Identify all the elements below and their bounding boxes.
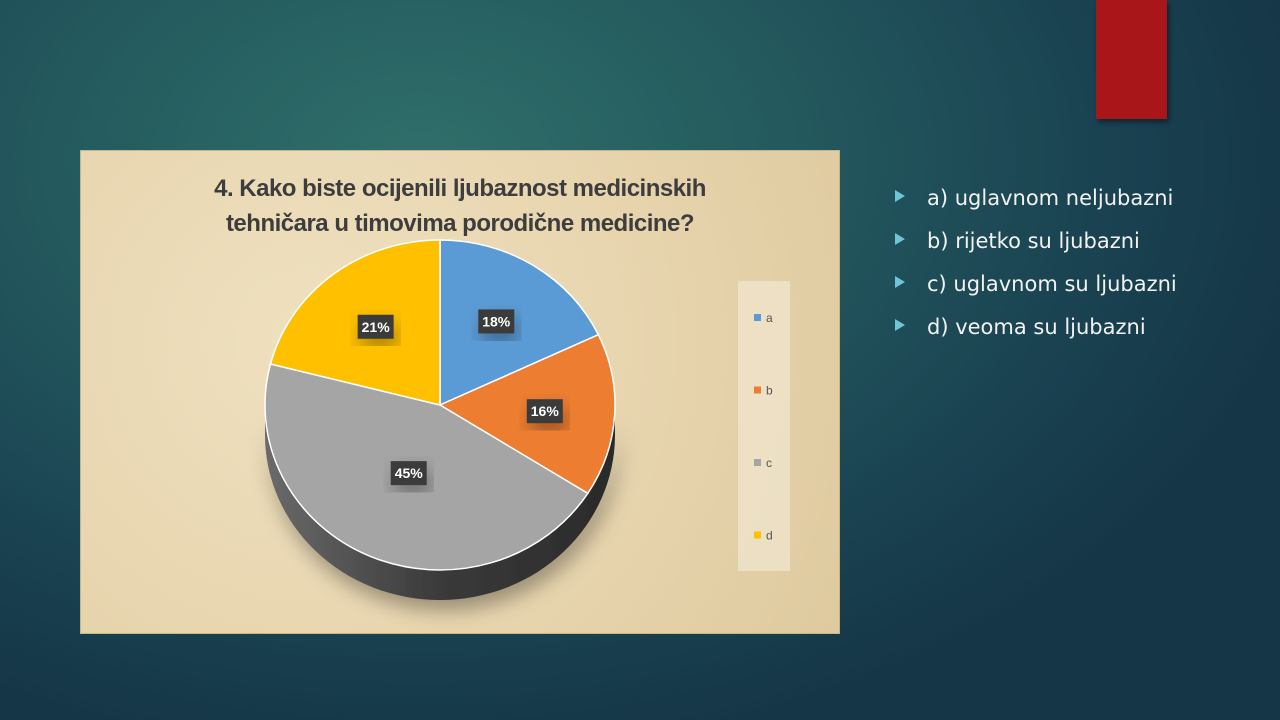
bullet-text: b) rijetko su ljubazni xyxy=(927,228,1140,253)
bullet-item: d) veoma su ljubazni xyxy=(895,305,1177,348)
legend-label-c: c xyxy=(766,456,772,470)
bullet-item: a) uglavnom neljubazni xyxy=(895,176,1177,219)
pie-chart: 4. Kako biste ocijenili ljubaznost medic… xyxy=(81,151,839,633)
pie-slice-d xyxy=(269,239,441,406)
svg-text:45%: 45% xyxy=(395,465,424,481)
legend-label-b: b xyxy=(766,384,773,398)
svg-text:18%: 18% xyxy=(482,313,511,329)
bullet-text: c) uglavnom su ljubazni xyxy=(927,271,1177,296)
legend xyxy=(738,281,790,571)
chart-title-line-1: 4. Kako biste ocijenili ljubaznost medic… xyxy=(214,175,706,202)
svg-text:16%: 16% xyxy=(531,403,560,419)
pie-svg: 18% 16% 45% 21% a b c d xyxy=(264,239,790,600)
data-label-a: 18% xyxy=(478,309,515,334)
data-label-c: 45% xyxy=(390,461,427,486)
data-label-b: 16% xyxy=(526,399,563,424)
accent-tab xyxy=(1096,0,1167,119)
legend-swatch-c xyxy=(754,459,761,466)
data-label-d: 21% xyxy=(357,314,394,339)
bullet-text: a) uglavnom neljubazni xyxy=(927,185,1174,210)
triangle-right-icon xyxy=(895,318,905,331)
pie-side-wall xyxy=(265,405,615,600)
bullet-text: d) veoma su ljubazni xyxy=(927,314,1146,339)
legend-label-a: a xyxy=(766,311,773,325)
triangle-right-icon xyxy=(895,189,905,202)
bullet-list: a) uglavnom neljubazni b) rijetko su lju… xyxy=(895,176,1177,348)
bullet-item: b) rijetko su ljubazni xyxy=(895,219,1177,262)
legend-swatch-d xyxy=(754,531,761,539)
svg-text:21%: 21% xyxy=(362,319,391,335)
legend-swatch-a xyxy=(754,314,761,321)
triangle-right-icon xyxy=(895,232,905,245)
legend-swatch-b xyxy=(754,386,761,394)
chart-title-line-2: tehničara u timovima porodične medicine? xyxy=(225,210,695,237)
chart-title: 4. Kako biste ocijenili ljubaznost medic… xyxy=(81,171,839,241)
bullet-item: c) uglavnom su ljubazni xyxy=(895,262,1177,305)
triangle-right-icon xyxy=(895,275,905,288)
pie-slice-a xyxy=(439,239,600,407)
legend-label-d: d xyxy=(766,529,773,543)
